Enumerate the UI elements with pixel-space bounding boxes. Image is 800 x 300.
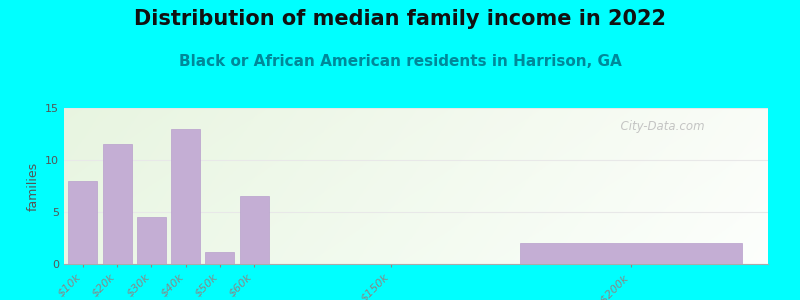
Bar (171, 129, 200, 264)
Text: Black or African American residents in Harrison, GA: Black or African American residents in H… (178, 54, 622, 69)
Bar (137, 217, 166, 264)
Text: City-Data.com: City-Data.com (613, 121, 705, 134)
Text: Distribution of median family income in 2022: Distribution of median family income in … (134, 9, 666, 29)
Bar (520, 243, 742, 264)
Bar (68, 181, 98, 264)
Bar (206, 251, 234, 264)
Bar (239, 196, 269, 264)
Y-axis label: families: families (26, 161, 39, 211)
Bar (102, 144, 132, 264)
